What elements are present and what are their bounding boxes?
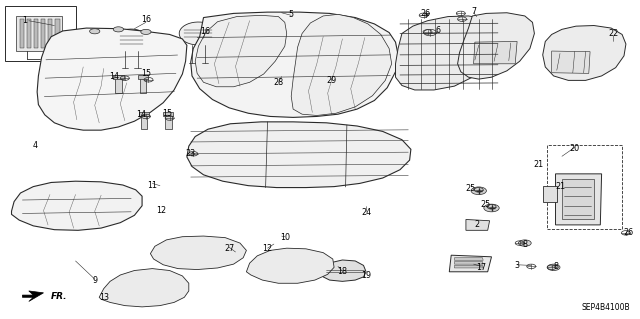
Polygon shape (115, 29, 148, 51)
Polygon shape (20, 19, 24, 48)
Text: 3: 3 (515, 261, 520, 270)
Text: 22: 22 (608, 29, 618, 38)
Text: 26: 26 (420, 9, 431, 18)
Circle shape (113, 27, 124, 32)
Text: 16: 16 (141, 15, 151, 24)
Circle shape (471, 187, 486, 195)
Polygon shape (140, 77, 146, 93)
Polygon shape (141, 114, 147, 129)
Polygon shape (552, 51, 590, 73)
Text: 21: 21 (556, 182, 566, 191)
Text: 7: 7 (471, 7, 476, 16)
Polygon shape (22, 291, 44, 301)
Text: 27: 27 (224, 244, 234, 253)
Polygon shape (474, 41, 517, 64)
Polygon shape (113, 75, 124, 79)
Text: 13: 13 (99, 293, 109, 302)
Text: 11: 11 (147, 181, 157, 189)
Polygon shape (543, 186, 557, 202)
Circle shape (141, 29, 151, 34)
Text: 8: 8 (522, 240, 527, 249)
Text: 15: 15 (141, 69, 151, 78)
Text: 5: 5 (289, 10, 294, 19)
Text: 8: 8 (553, 262, 558, 271)
Polygon shape (16, 16, 62, 51)
Text: 25: 25 (480, 200, 490, 209)
Text: 10: 10 (280, 233, 290, 242)
Circle shape (90, 29, 100, 34)
Polygon shape (556, 174, 602, 225)
Text: 25: 25 (465, 184, 476, 193)
Text: 23: 23 (186, 149, 196, 158)
Text: 14: 14 (109, 72, 119, 81)
Text: 16: 16 (200, 27, 210, 36)
Polygon shape (165, 114, 172, 129)
Text: 12: 12 (156, 206, 166, 215)
Polygon shape (179, 22, 218, 45)
Polygon shape (150, 236, 246, 270)
Text: 17: 17 (476, 263, 486, 272)
Polygon shape (246, 248, 334, 283)
Text: 20: 20 (570, 144, 580, 153)
Text: 2: 2 (474, 220, 479, 229)
Polygon shape (449, 255, 492, 272)
Text: SEP4B4100B: SEP4B4100B (582, 303, 630, 312)
Polygon shape (55, 19, 60, 48)
Text: 28: 28 (273, 78, 284, 87)
Polygon shape (138, 75, 148, 79)
Text: 9: 9 (92, 276, 97, 285)
Circle shape (547, 264, 560, 271)
Polygon shape (191, 12, 398, 117)
Text: 1: 1 (22, 16, 27, 25)
Text: 15: 15 (163, 109, 173, 118)
Polygon shape (27, 19, 31, 48)
Polygon shape (187, 122, 411, 188)
Circle shape (484, 204, 499, 212)
Text: 26: 26 (623, 228, 634, 237)
Text: 4: 4 (33, 141, 38, 150)
Polygon shape (466, 219, 490, 230)
Polygon shape (454, 258, 483, 260)
Text: 12: 12 (262, 244, 273, 253)
Circle shape (518, 240, 531, 246)
Text: 19: 19 (361, 271, 371, 280)
Text: 29: 29 (326, 76, 337, 85)
Polygon shape (37, 28, 187, 130)
Polygon shape (12, 181, 142, 230)
Polygon shape (454, 265, 483, 268)
Polygon shape (163, 112, 173, 116)
Text: 18: 18 (337, 267, 348, 276)
Text: 14: 14 (136, 110, 146, 119)
Polygon shape (99, 269, 189, 307)
Polygon shape (454, 262, 483, 264)
Polygon shape (291, 14, 392, 115)
Text: 24: 24 (361, 208, 371, 217)
Polygon shape (543, 26, 626, 80)
Polygon shape (323, 260, 366, 281)
Polygon shape (396, 16, 500, 90)
Polygon shape (562, 179, 594, 219)
Polygon shape (41, 19, 45, 48)
Polygon shape (5, 6, 76, 61)
Text: FR.: FR. (51, 292, 68, 300)
Text: 6: 6 (436, 26, 441, 35)
Polygon shape (48, 19, 52, 48)
Polygon shape (458, 13, 534, 79)
Polygon shape (34, 19, 38, 48)
Polygon shape (139, 112, 149, 116)
Text: 21: 21 (534, 160, 544, 169)
Polygon shape (195, 15, 287, 87)
Polygon shape (115, 77, 122, 93)
